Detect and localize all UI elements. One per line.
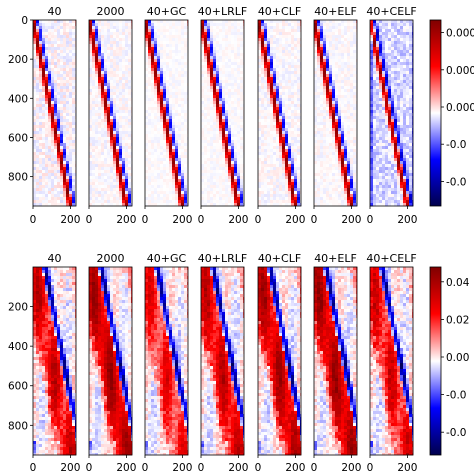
panel-frame xyxy=(369,266,414,456)
x-tick-label: 200 xyxy=(116,462,136,474)
colorbar-tick-label: 0.000 xyxy=(446,102,474,114)
x-tick-label: 200 xyxy=(285,462,305,474)
x-tick-label: 0 xyxy=(86,462,93,474)
panel-2000: 2000 0 200 xyxy=(86,252,137,474)
x-tick-label: 200 xyxy=(116,214,136,226)
x-tick-label: 200 xyxy=(228,214,248,226)
y-tick-label: 0 xyxy=(21,15,28,27)
x-tick-label: 0 xyxy=(367,462,374,474)
x-tick-label: 200 xyxy=(397,462,417,474)
panel-frame xyxy=(32,19,77,207)
panel-title: 40+LRLF xyxy=(198,5,247,18)
x-tick-label: 0 xyxy=(198,462,205,474)
x-tick-label: 200 xyxy=(172,462,192,474)
panel-frame xyxy=(32,266,77,456)
panel-frame xyxy=(88,19,133,207)
panel-frame xyxy=(144,266,189,456)
colorbar: 0.000 0.000 0.000 -0.0 -0.0 xyxy=(429,19,474,207)
panel-title: 2000 xyxy=(97,252,125,265)
panel-40+CELF: 40+CELF 0 200 xyxy=(366,252,417,474)
colorbar-tick-label: -0.0 xyxy=(446,427,467,439)
x-tick-label: 0 xyxy=(255,214,262,226)
panel-frame xyxy=(313,266,358,456)
x-tick-label: 200 xyxy=(285,214,305,226)
y-tick-label: 600 xyxy=(8,132,28,144)
colorbar-tick-label: -0.0 xyxy=(446,139,467,151)
panel-title: 40+ELF xyxy=(314,5,357,18)
panel-title: 2000 xyxy=(97,5,125,18)
panel-frame xyxy=(369,19,414,207)
panel-40+ELF: 40+ELF 0 200 xyxy=(311,5,362,226)
panel-frame xyxy=(313,19,358,207)
x-tick-label: 0 xyxy=(30,462,37,474)
x-tick-label: 200 xyxy=(341,214,361,226)
x-tick-label: 0 xyxy=(142,462,149,474)
panel-frame xyxy=(200,19,245,207)
panel-frame xyxy=(144,19,189,207)
panel-title: 40+GC xyxy=(147,5,187,18)
x-tick-label: 200 xyxy=(172,214,192,226)
panel-title: 40 xyxy=(48,252,62,265)
x-tick-label: 200 xyxy=(228,462,248,474)
x-tick-label: 0 xyxy=(311,462,318,474)
panel-40+LRLF: 40+LRLF 0 200 xyxy=(198,5,249,226)
x-tick-label: 200 xyxy=(60,462,80,474)
panel-40+CELF: 40+CELF 0 200 xyxy=(366,5,417,226)
panel-title: 40+ELF xyxy=(314,252,357,265)
y-tick-label: 200 xyxy=(8,54,28,66)
colorbar-tick-label: 0.000 xyxy=(446,28,474,40)
panel-title: 40+LRLF xyxy=(198,252,247,265)
panel-title: 40 xyxy=(48,5,62,18)
y-tick-label: 400 xyxy=(8,93,28,105)
panel-40+GC: 40+GC 0 200 xyxy=(142,5,193,226)
y-tick-label: 800 xyxy=(8,172,28,184)
panel-title: 40+CELF xyxy=(366,5,416,18)
x-tick-label: 0 xyxy=(198,214,205,226)
panel-frame xyxy=(88,266,133,456)
panel-title: 40+GC xyxy=(147,252,187,265)
x-tick-label: 0 xyxy=(142,214,149,226)
colorbar-gradient xyxy=(429,266,442,456)
x-tick-label: 0 xyxy=(86,214,93,226)
x-tick-label: 0 xyxy=(255,462,262,474)
panel-frame xyxy=(257,266,302,456)
panel-40+CLF: 40+CLF 0 200 xyxy=(255,252,306,474)
panel-title: 40+CLF xyxy=(258,252,301,265)
x-tick-label: 200 xyxy=(60,214,80,226)
panel-frame xyxy=(257,19,302,207)
panel-2000: 2000 0 200 xyxy=(86,5,137,226)
panel-40+GC: 40+GC 0 200 xyxy=(142,252,193,474)
colorbar-tick-label: 0.04 xyxy=(446,277,470,289)
colorbar-tick-label: 0.00 xyxy=(446,352,469,364)
panel-frame xyxy=(200,266,245,456)
panel-40+ELF: 40+ELF 0 200 xyxy=(311,252,362,474)
colorbar-tick-label: -0.0 xyxy=(446,390,467,402)
panel-40+CLF: 40+CLF 0 200 xyxy=(255,5,306,226)
y-tick-label: 200 xyxy=(8,302,28,314)
panel-title: 40+CELF xyxy=(366,252,416,265)
colorbar-tick-label: 0.000 xyxy=(446,65,474,77)
colorbar-tick-label: -0.0 xyxy=(446,176,467,188)
y-tick-label: 400 xyxy=(8,341,28,353)
panel-40+LRLF: 40+LRLF 0 200 xyxy=(198,252,249,474)
colorbar: 0.04 0.02 0.00 -0.0 -0.0 xyxy=(429,266,470,456)
x-tick-label: 0 xyxy=(30,214,37,226)
colorbar-tick-label: 0.02 xyxy=(446,314,469,326)
panel-title: 40+CLF xyxy=(258,5,301,18)
x-tick-label: 200 xyxy=(341,462,361,474)
y-tick-label: 800 xyxy=(8,420,28,432)
colorbar-gradient xyxy=(429,19,442,207)
x-tick-label: 200 xyxy=(397,214,417,226)
x-tick-label: 0 xyxy=(311,214,318,226)
y-tick-label: 600 xyxy=(8,381,28,393)
x-tick-label: 0 xyxy=(367,214,374,226)
